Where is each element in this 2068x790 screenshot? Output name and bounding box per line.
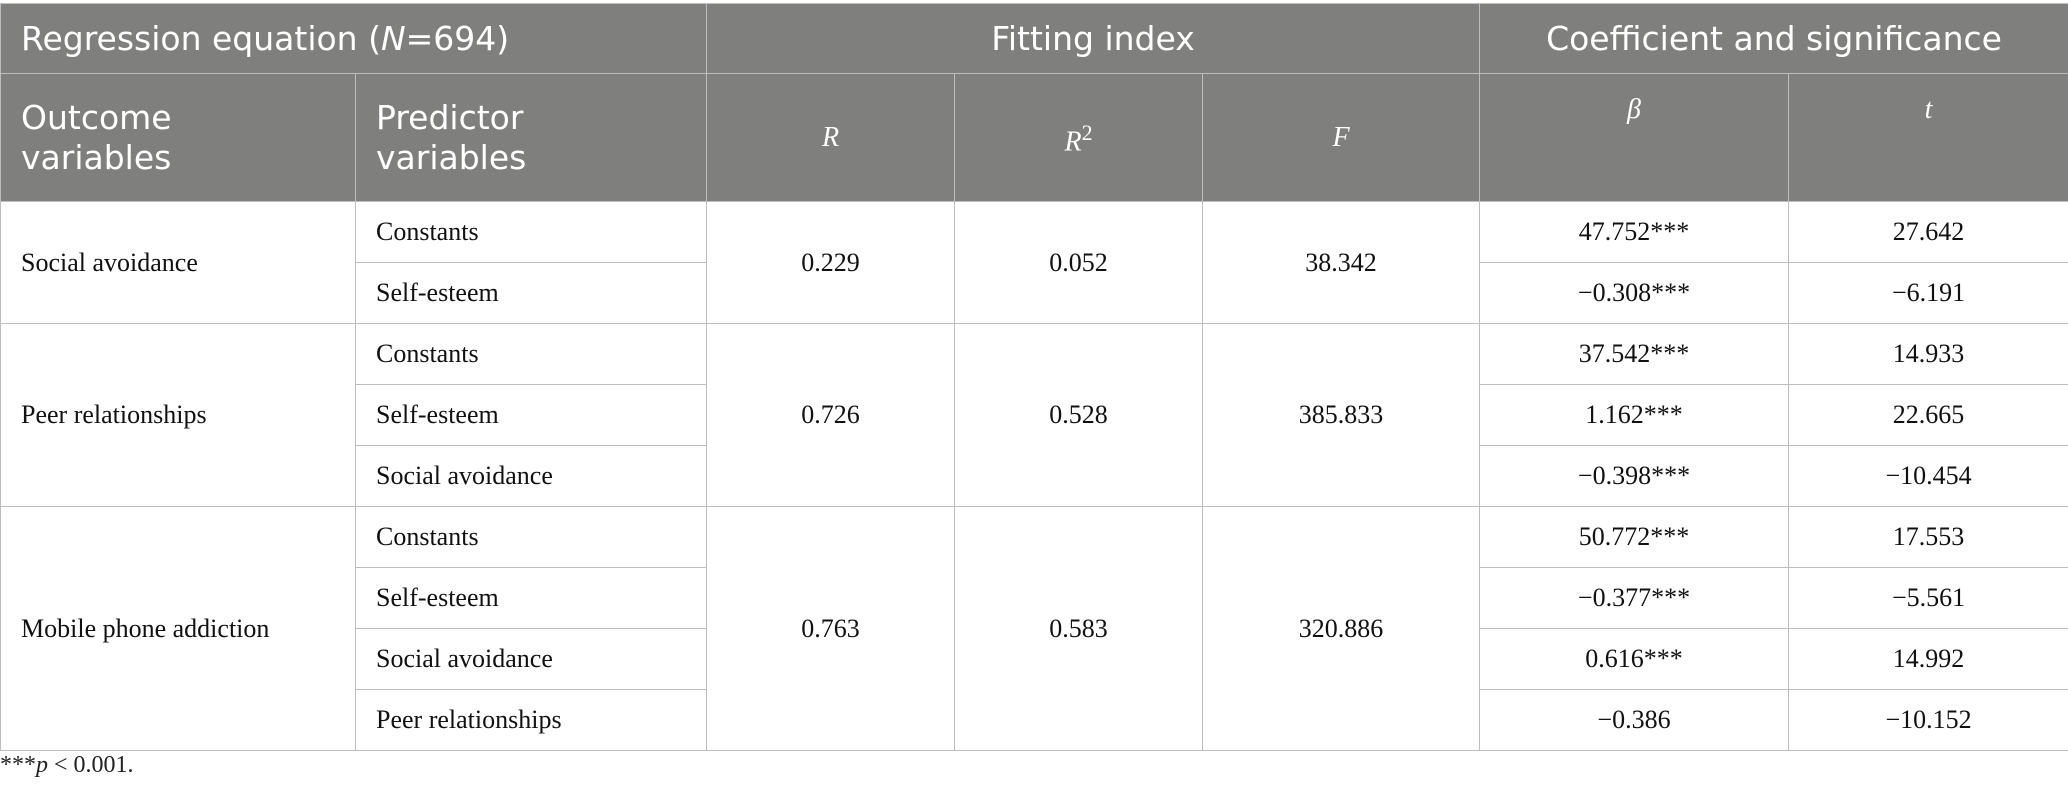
r2-cell: 0.528 (954, 323, 1204, 507)
table-row: Social avoidance Constants 0.229 0.052 3… (0, 201, 2068, 324)
table-row: Self-esteem 1.162*** 22.665 (1, 384, 2068, 446)
beta-cell: 37.542*** (1479, 323, 1790, 385)
beta-cell: 0.616*** (1479, 628, 1790, 690)
t-cell: 27.642 (1788, 201, 2068, 263)
header-beta: β (1479, 73, 1790, 202)
beta-cell: 47.752*** (1479, 201, 1790, 263)
beta-cell: −0.308*** (1479, 262, 1790, 324)
outcome-cell: Peer relationships (0, 323, 356, 507)
table-footnote: ***p < 0.001. (0, 752, 134, 778)
table-row: Self-esteem −0.377*** −5.561 (1, 567, 2068, 629)
outcome-cell: Mobile phone addiction (0, 506, 356, 751)
f-cell: 320.886 (1202, 506, 1481, 751)
beta-cell: 1.162*** (1479, 384, 1790, 446)
predictor-cell: Constants (354, 506, 708, 568)
beta-cell: −0.377*** (1479, 567, 1790, 629)
header-t: t (1788, 73, 2068, 202)
beta-cell: −0.386 (1479, 689, 1790, 751)
header-outcome-variables: Outcome variables (0, 73, 356, 202)
predictor-cell: Self-esteem (354, 262, 708, 324)
table-row: Peer relationships Constants 0.726 0.528… (0, 323, 2068, 507)
table-row: Peer relationships −0.386 −10.152 (1, 689, 2068, 751)
predictor-cell: Social avoidance (354, 628, 708, 690)
predictor-cell: Self-esteem (354, 384, 708, 446)
beta-cell: −0.398*** (1479, 445, 1790, 507)
f-cell: 38.342 (1202, 201, 1481, 324)
beta-cell: 50.772*** (1479, 506, 1790, 568)
t-cell: −10.454 (1788, 445, 2068, 507)
r2-cell: 0.052 (954, 201, 1204, 324)
header-fitting-index: Fitting index (706, 3, 1481, 74)
f-cell: 385.833 (1202, 323, 1481, 507)
outcome-cell: Social avoidance (0, 201, 356, 324)
r2-cell: 0.583 (954, 506, 1204, 751)
t-cell: 14.933 (1788, 323, 2068, 385)
t-cell: 22.665 (1788, 384, 2068, 446)
predictor-cell: Peer relationships (354, 689, 708, 751)
r-cell: 0.726 (706, 323, 956, 507)
r-cell: 0.229 (706, 201, 956, 324)
t-cell: 14.992 (1788, 628, 2068, 690)
table-row: Self-esteem −0.308*** −6.191 (1, 262, 2068, 324)
t-cell: −5.561 (1788, 567, 2068, 629)
header-regression-equation: Regression equation (N=694) (0, 3, 708, 74)
regression-table: Regression equation (N=694) Fitting inde… (0, 3, 2068, 751)
header-coefficient-significance: Coefficient and significance (1479, 3, 2068, 74)
predictor-cell: Constants (354, 201, 708, 263)
header-f: F (1202, 73, 1481, 202)
predictor-cell: Social avoidance (354, 445, 708, 507)
header-predictor-variables: Predictor variables (354, 73, 708, 202)
t-cell: 17.553 (1788, 506, 2068, 568)
header-r: R (706, 73, 956, 202)
t-cell: −10.152 (1788, 689, 2068, 751)
t-cell: −6.191 (1788, 262, 2068, 324)
predictor-cell: Self-esteem (354, 567, 708, 629)
r-cell: 0.763 (706, 506, 956, 751)
table-row: Social avoidance −0.398*** −10.454 (1, 445, 2068, 507)
predictor-cell: Constants (354, 323, 708, 385)
table-row: Mobile phone addiction Constants 0.763 0… (0, 506, 2068, 751)
header-r-squared: R2 (954, 73, 1204, 202)
